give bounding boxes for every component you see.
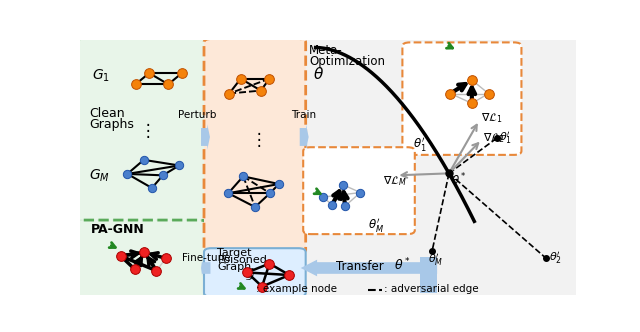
Text: Fine-tune: Fine-tune — [182, 253, 230, 263]
Text: $\vdots$: $\vdots$ — [250, 130, 260, 149]
Text: Graphs: Graphs — [89, 118, 134, 131]
Text: Transfer: Transfer — [337, 261, 384, 274]
Text: $\theta_M'$: $\theta_M'$ — [367, 216, 384, 234]
Text: $G_M$: $G_M$ — [89, 167, 110, 184]
Polygon shape — [201, 260, 211, 276]
Text: PA-GNN: PA-GNN — [91, 223, 145, 236]
Text: : example node: : example node — [256, 285, 337, 294]
Text: $G_1$: $G_1$ — [92, 67, 111, 84]
FancyBboxPatch shape — [204, 39, 306, 253]
Text: $\theta$: $\theta$ — [313, 66, 324, 82]
Text: $\theta^*$: $\theta^*$ — [394, 257, 411, 274]
Polygon shape — [201, 124, 210, 150]
Text: $\nabla\mathcal{L}_1$: $\nabla\mathcal{L}_1$ — [481, 111, 502, 125]
FancyBboxPatch shape — [420, 257, 437, 293]
Text: $\nabla\mathcal{L}_M$: $\nabla\mathcal{L}_M$ — [383, 174, 406, 188]
Text: Meta-: Meta- — [309, 44, 343, 57]
Text: Train: Train — [291, 110, 316, 120]
Text: $\theta^*$: $\theta^*$ — [451, 171, 467, 188]
Text: $\theta_1'$: $\theta_1'$ — [499, 130, 512, 146]
Text: $\theta_2'$: $\theta_2'$ — [548, 250, 562, 266]
Text: Perturb: Perturb — [179, 110, 217, 120]
Text: Clean: Clean — [89, 107, 125, 120]
Text: : adversarial edge: : adversarial edge — [383, 285, 478, 294]
Text: $\nabla\mathcal{L}_2$: $\nabla\mathcal{L}_2$ — [483, 131, 505, 145]
Polygon shape — [301, 260, 437, 276]
Text: Optimization: Optimization — [309, 55, 385, 68]
Text: $\theta_M'$: $\theta_M'$ — [428, 252, 444, 268]
Text: Graph: Graph — [218, 262, 252, 272]
FancyBboxPatch shape — [403, 42, 522, 155]
Text: Target: Target — [218, 248, 252, 258]
Text: $\mathcal{G}$: $\mathcal{G}$ — [244, 266, 255, 282]
FancyBboxPatch shape — [303, 147, 415, 234]
FancyBboxPatch shape — [75, 220, 207, 297]
Text: $\theta_1'$: $\theta_1'$ — [413, 135, 427, 153]
FancyBboxPatch shape — [204, 248, 306, 297]
Text: Poisoned: Poisoned — [218, 255, 268, 265]
FancyBboxPatch shape — [75, 39, 207, 221]
FancyBboxPatch shape — [296, 36, 581, 298]
Text: $\vdots$: $\vdots$ — [139, 121, 150, 140]
Polygon shape — [300, 124, 308, 150]
